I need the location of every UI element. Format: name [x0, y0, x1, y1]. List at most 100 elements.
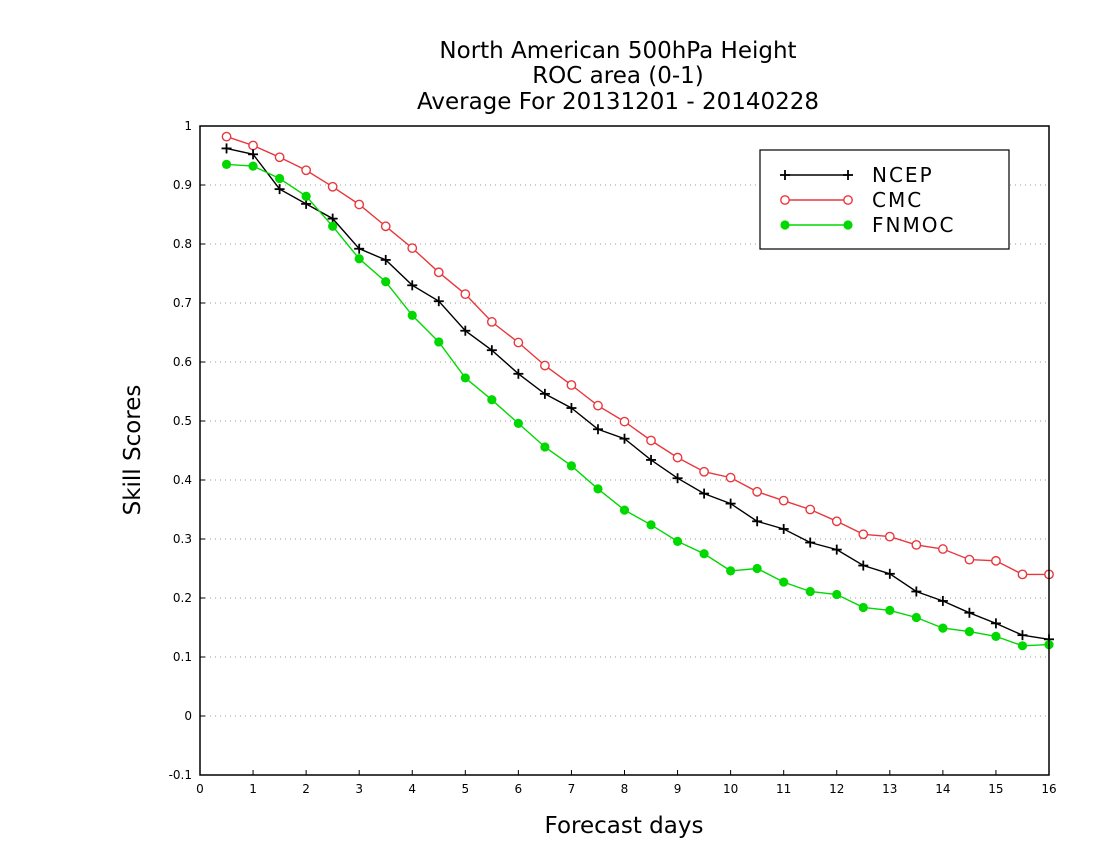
- point-cmc: [884, 531, 895, 542]
- point-ncep: [354, 243, 365, 254]
- point-ncep: [725, 498, 736, 509]
- x-tick-label: 8: [621, 782, 629, 796]
- point-ncep: [619, 433, 630, 444]
- point-ncep: [539, 388, 550, 399]
- point-cmc: [248, 140, 258, 151]
- point-ncep: [831, 544, 842, 555]
- x-axis-ticks: 0 1 2 3 4 5 6 7 8 9 10 11 12 13 14 15 16: [196, 770, 1057, 796]
- point-cmc: [752, 486, 763, 497]
- x-tick-label: 7: [568, 782, 576, 796]
- point-ncep: [248, 149, 259, 160]
- legend-marker: [843, 170, 853, 180]
- x-tick-label: 3: [355, 782, 363, 796]
- point-fnmoc: [513, 418, 523, 428]
- point-fnmoc: [593, 484, 603, 494]
- x-tick-label: 16: [1041, 782, 1056, 796]
- point-cmc: [593, 400, 603, 411]
- point-cmc: [937, 544, 948, 554]
- x-tick-label: 2: [302, 782, 310, 796]
- point-cmc: [433, 267, 444, 278]
- x-tick-label: 5: [461, 782, 469, 796]
- point-ncep: [460, 325, 471, 336]
- point-cmc: [301, 165, 312, 176]
- y-tick-label: 0.8: [173, 237, 192, 251]
- legend-label-ncep: NCEP: [872, 163, 934, 187]
- point-cmc: [831, 516, 842, 527]
- point-ncep: [672, 473, 683, 484]
- point-fnmoc: [726, 566, 736, 576]
- legend-marker: [780, 220, 790, 230]
- point-fnmoc: [832, 589, 842, 600]
- point-fnmoc: [487, 395, 497, 405]
- legend-label-cmc: CMC: [872, 188, 923, 212]
- x-tick-label: 13: [882, 782, 897, 796]
- legend-marker: [780, 170, 790, 180]
- point-cmc: [460, 289, 471, 300]
- point-cmc: [672, 452, 683, 463]
- point-fnmoc: [407, 310, 417, 320]
- x-tick-label: 6: [515, 782, 523, 796]
- title-line-2: ROC area (0-1): [532, 63, 704, 89]
- series-ncep: [221, 143, 1054, 645]
- point-ncep: [937, 595, 948, 606]
- point-fnmoc: [301, 191, 311, 201]
- point-cmc: [858, 529, 869, 540]
- plot-frame: [199, 125, 1050, 776]
- point-cmc: [991, 555, 1001, 566]
- y-tick-label: 1: [184, 119, 192, 133]
- series-cmc: [221, 131, 1054, 580]
- y-tick-label: 0.2: [173, 591, 192, 605]
- legend-item-ncep: NCEP: [780, 163, 934, 187]
- x-tick-label: 0: [196, 782, 204, 796]
- point-cmc: [513, 337, 524, 348]
- point-fnmoc: [460, 373, 470, 383]
- point-fnmoc: [328, 221, 338, 231]
- legend-label-fnmoc: FNMOC: [872, 213, 955, 237]
- point-ncep: [513, 368, 524, 379]
- point-cmc: [619, 416, 630, 427]
- legend-item-cmc: CMC: [780, 188, 923, 212]
- point-fnmoc: [1017, 641, 1028, 651]
- point-fnmoc: [619, 505, 630, 515]
- point-ncep: [911, 586, 922, 597]
- point-fnmoc: [991, 631, 1001, 641]
- point-cmc: [699, 466, 709, 477]
- point-fnmoc: [672, 536, 683, 546]
- point-fnmoc: [779, 577, 789, 587]
- point-ncep: [221, 143, 232, 154]
- point-fnmoc: [805, 586, 815, 597]
- title-line-3: Average For 20131201 - 20140228: [417, 89, 819, 115]
- point-fnmoc: [566, 461, 577, 471]
- point-fnmoc: [540, 442, 550, 452]
- title-line-1: North American 500hPa Height: [439, 38, 796, 64]
- point-ncep: [699, 488, 710, 499]
- point-fnmoc: [381, 277, 391, 287]
- y-tick-label: 0.6: [173, 355, 192, 369]
- point-cmc: [778, 495, 789, 506]
- y-tick-label: 0.7: [173, 296, 192, 310]
- point-ncep: [566, 403, 577, 414]
- point-fnmoc: [434, 337, 444, 347]
- point-cmc: [380, 221, 391, 232]
- point-cmc: [486, 316, 497, 327]
- point-cmc: [221, 131, 232, 142]
- y-axis-label: Skill Scores: [120, 385, 146, 516]
- point-fnmoc: [354, 254, 364, 264]
- y-tick-label: -0.1: [169, 768, 192, 782]
- legend-marker: [780, 195, 790, 205]
- point-ncep: [380, 254, 391, 265]
- point-cmc: [327, 181, 338, 192]
- point-cmc: [1017, 569, 1028, 580]
- legend-marker: [843, 195, 853, 205]
- x-tick-label: 10: [723, 782, 738, 796]
- y-tick-label: 0.9: [173, 178, 192, 192]
- point-fnmoc: [911, 612, 921, 623]
- point-ncep: [990, 618, 1001, 629]
- point-ncep: [486, 345, 497, 356]
- series-line-ncep: [226, 147, 1050, 640]
- point-cmc: [646, 435, 656, 446]
- point-fnmoc: [858, 602, 868, 613]
- point-cmc: [725, 472, 736, 483]
- x-tick-label: 4: [408, 782, 416, 796]
